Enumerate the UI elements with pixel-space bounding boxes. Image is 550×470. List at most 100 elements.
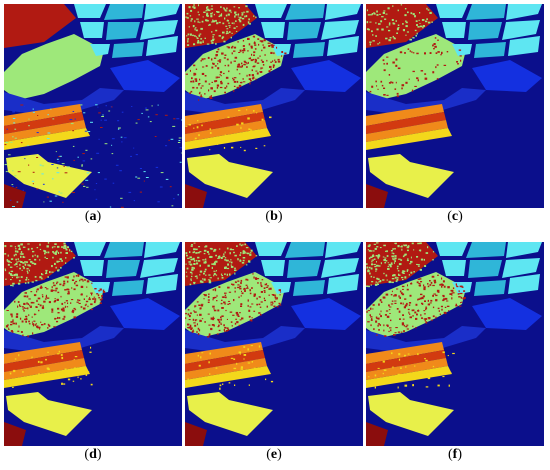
misclassified-pixel [228,22,230,24]
misclassified-pixel [82,307,86,310]
misclassified-pixel [61,246,64,248]
misclassified-pixel [248,128,251,130]
misclassified-pixel [234,272,236,275]
misclassified-pixel [430,299,433,302]
misclassified-pixel [14,250,17,253]
misclassified-pixel [27,243,30,245]
misclassified-pixel [392,61,395,64]
misclassified-pixel [412,325,414,328]
misclassified-pixel [199,319,201,321]
misclassified-pixel [441,277,443,280]
misclassified-pixel [452,292,455,294]
misclassified-pixel [218,255,221,257]
misclassified-pixel [235,318,237,320]
misclassified-pixel [369,21,372,23]
misclassified-pixel [375,35,377,37]
misclassified-pixel [209,280,211,283]
misclassified-pixel [432,44,434,47]
misclassified-pixel [28,323,31,325]
misclassified-pixel [398,353,401,356]
misclassified-pixel [77,376,79,379]
misclassified-pixel [396,92,399,95]
misclassified-pixel [263,297,265,300]
misclassified-pixel [241,62,243,65]
misclassified-pixel [217,11,220,13]
misclassified-pixel [186,12,189,15]
misclassified-pixel [422,295,425,298]
misclassified-pixel [417,265,420,267]
misclassified-pixel [66,306,69,308]
misclassified-pixel [54,299,57,302]
misclassified-pixel [249,82,251,85]
misclassified-pixel [212,38,215,40]
cyan-plot-tile [80,260,104,276]
misclassified-pixel [14,246,16,248]
misclassified-pixel [206,6,209,8]
misclassified-pixel [270,301,272,304]
misclassified-pixel [414,15,416,18]
misclassified-pixel [393,295,396,297]
cyan-plot-tile [261,22,285,38]
misclassified-pixel [240,279,243,282]
misclassified-pixel [431,21,433,23]
misclassified-pixel [238,52,241,53]
misclassified-pixel [256,303,258,306]
noise-pixel [105,105,107,107]
classification-map-image [185,4,363,208]
misclassified-pixel [189,326,192,328]
misclassified-pixel [207,299,210,301]
misclassified-pixel [272,66,275,68]
misclassified-pixel [220,302,223,305]
misclassified-pixel [224,17,226,20]
red-stripe [185,112,265,134]
misclassified-pixel [22,255,24,258]
cyan-plot-tile [436,242,468,256]
misclassified-pixel [54,298,56,300]
misclassified-pixel [194,28,196,31]
misclassified-pixel [459,285,462,288]
misclassified-pixel [408,304,411,306]
misclassified-pixel [17,258,19,260]
misclassified-pixel [202,16,204,18]
misclassified-pixel [231,32,233,34]
misclassified-pixel [370,307,372,310]
misclassified-pixel [390,250,393,252]
misclassified-pixel [441,285,443,288]
misclassified-pixel [372,34,374,36]
misclassified-pixel [185,317,187,320]
misclassified-pixel [44,287,47,289]
yellow-field-region [368,392,454,436]
misclassified-pixel [388,263,392,266]
misclassified-pixel [230,61,232,64]
misclassified-pixel [404,354,407,357]
misclassified-pixel [219,71,223,74]
noise-pixel [59,155,62,157]
red-stripe [4,350,84,372]
misclassified-pixel [72,380,75,382]
misclassified-pixel [270,51,273,54]
misclassified-pixel [189,324,192,327]
misclassified-pixel [279,291,282,293]
misclassified-pixel [394,88,397,90]
misclassified-pixel [258,312,261,314]
misclassified-pixel [272,44,275,46]
cyan-plot-tile [506,4,542,20]
misclassified-pixel [206,6,207,9]
misclassified-pixel [20,243,23,246]
misclassified-pixel [200,96,203,98]
misclassified-pixel [218,320,220,322]
green-field-region [185,272,285,338]
misclassified-pixel [102,289,105,292]
noise-pixel [62,201,64,203]
misclassified-pixel [221,52,224,55]
misclassified-pixel [232,314,235,316]
misclassified-pixel [197,260,201,262]
misclassified-pixel [243,149,246,152]
misclassified-pixel [238,7,240,9]
misclassified-pixel [419,268,422,271]
misclassified-pixel [65,252,68,254]
misclassified-pixel [71,287,73,289]
misclassified-pixel [388,24,391,26]
misclassified-pixel [449,293,452,295]
misclassified-pixel [224,267,227,269]
